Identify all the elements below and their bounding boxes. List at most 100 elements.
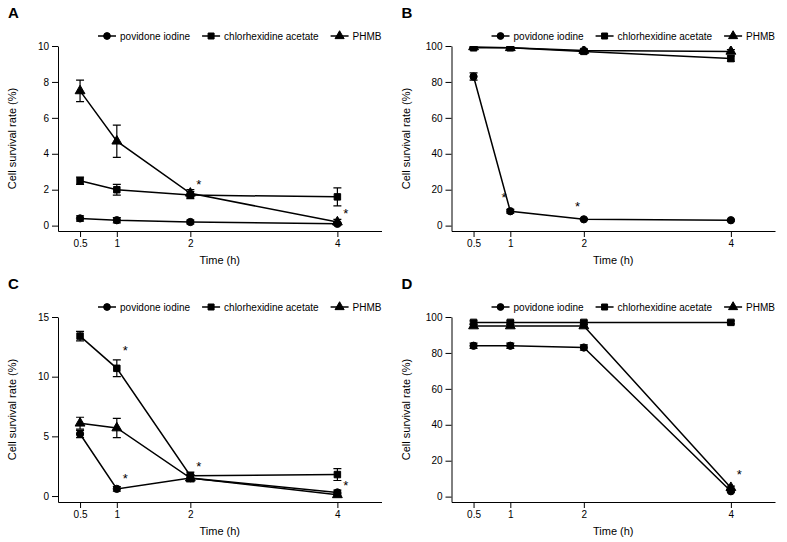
annotation: * — [123, 471, 128, 486]
y-axis-tick-label: 40 — [431, 148, 443, 159]
x-axis-line — [452, 502, 776, 503]
x-axis-tick-label: 0.5 — [74, 509, 88, 520]
y-axis-tick: 100 — [426, 41, 452, 52]
y-axis-tick-mark — [52, 226, 58, 227]
x-axis-tick-label: 1 — [508, 509, 514, 520]
error-bar — [76, 80, 84, 102]
y-axis-tick-mark — [52, 82, 58, 83]
legend: povidone iodinechlorhexidine acetatePHMB — [492, 31, 776, 42]
legend-swatch-marker — [335, 302, 344, 310]
y-axis-title: Cell survival rate (%) — [6, 359, 18, 460]
y-axis-tick-label: 15 — [38, 312, 50, 323]
series-line — [474, 326, 731, 488]
y-axis-tick: 40 — [431, 419, 451, 430]
data-point — [77, 333, 83, 339]
data-point — [332, 489, 342, 498]
x-axis-title: Time (h) — [593, 254, 634, 266]
data-point — [187, 218, 194, 225]
y-axis-tick: 60 — [431, 113, 451, 124]
y-axis-tick: 6 — [43, 113, 58, 124]
data-point — [185, 472, 195, 481]
y-axis-tick-mark — [446, 46, 452, 47]
data-point — [507, 342, 514, 349]
y-axis-tick-mark — [52, 496, 58, 497]
y-axis-line — [452, 47, 453, 232]
x-axis-line — [59, 231, 383, 232]
x-axis-tick: 4 — [729, 231, 735, 249]
annotation: * — [196, 459, 201, 474]
annotations: **** — [123, 343, 349, 493]
marks — [469, 46, 736, 224]
x-axis-tick-mark — [584, 231, 585, 237]
legend-swatch-marker — [497, 304, 504, 311]
y-axis-tick: 5 — [43, 431, 58, 442]
panel: 0.51240246810Time (h)Cell survival rate … — [6, 4, 382, 266]
data-point — [112, 136, 122, 145]
x-axis-tick-mark — [337, 502, 338, 508]
data-point — [114, 365, 120, 371]
y-axis-tick-label: 0 — [43, 220, 49, 231]
x-axis-tick: 0.5 — [467, 502, 481, 520]
series — [469, 320, 736, 490]
y-axis-tick-label: 0 — [437, 220, 443, 231]
data-point — [113, 485, 120, 492]
error-bar — [76, 177, 84, 184]
x-axis-tick-label: 2 — [188, 238, 194, 249]
y-axis-tick-label: 20 — [431, 455, 443, 466]
y-axis-tick-label: 2 — [43, 184, 49, 195]
legend-item: povidone iodine — [98, 302, 190, 313]
legend-item: PHMB — [331, 302, 382, 313]
panel-title: A — [8, 4, 19, 21]
legend-swatch-marker — [602, 304, 608, 310]
legend-label: PHMB — [353, 31, 382, 42]
legend: povidone iodine chlorhexidine acetate PHMB — [98, 302, 382, 313]
y-axis-tick: 100 — [426, 312, 452, 323]
x-axis-tick-mark — [190, 231, 191, 237]
y-axis-tick-mark — [52, 377, 58, 378]
y-axis-tick-mark — [52, 436, 58, 437]
x-axis-tick: 4 — [335, 231, 341, 249]
x-axis-tick-mark — [117, 502, 118, 508]
error-bar — [113, 418, 121, 437]
annotations: * — [737, 467, 742, 482]
series-line — [474, 77, 731, 221]
x-axis-tick: 1 — [508, 231, 514, 249]
y-axis-tick-mark — [52, 154, 58, 155]
y-axis-tick-mark — [446, 317, 452, 318]
legend-label: PHMB — [353, 302, 382, 313]
y-axis-tick-label: 60 — [431, 113, 443, 124]
plot-area: 0.5124051015Time (h)Cell survival rate (… — [6, 312, 382, 537]
y-axis-tick-mark — [52, 190, 58, 191]
legend-item: chlorhexidine acetate — [202, 302, 319, 313]
error-bar — [113, 184, 121, 195]
error-bar — [506, 343, 514, 348]
x-axis-tick: 1 — [115, 502, 121, 520]
legend-swatch-marker — [104, 304, 111, 311]
x-axis-tick-label: 2 — [582, 238, 588, 249]
legend-label: povidone iodine — [120, 31, 190, 42]
legend-item: povidone iodine — [98, 31, 190, 42]
y-axis-tick: 0 — [437, 491, 452, 502]
legend-label: povidone iodine — [514, 302, 584, 313]
x-axis-title: Time (h) — [593, 525, 634, 537]
legend-label: chlorhexidine acetate — [618, 31, 713, 42]
error-bar — [113, 125, 121, 157]
panel-title: B — [402, 4, 413, 21]
series-line — [474, 346, 731, 491]
data-point — [728, 319, 734, 325]
x-axis-tick-mark — [117, 231, 118, 237]
legend-label: chlorhexidine acetate — [224, 31, 319, 42]
error-bar — [113, 218, 121, 223]
annotations: ** — [196, 177, 348, 221]
x-axis-tick: 1 — [508, 502, 514, 520]
data-point — [76, 430, 83, 437]
series-line — [80, 336, 337, 476]
y-axis-tick: 10 — [38, 371, 58, 382]
x-axis-tick: 2 — [582, 231, 588, 249]
series — [76, 177, 341, 206]
x-axis-tick-label: 1 — [115, 509, 121, 520]
legend-item: PHMB — [331, 31, 382, 42]
data-point — [470, 73, 477, 80]
annotation: * — [123, 343, 128, 358]
chart-figure: 0.51240246810Time (h)Cell survival rate … — [0, 0, 787, 542]
